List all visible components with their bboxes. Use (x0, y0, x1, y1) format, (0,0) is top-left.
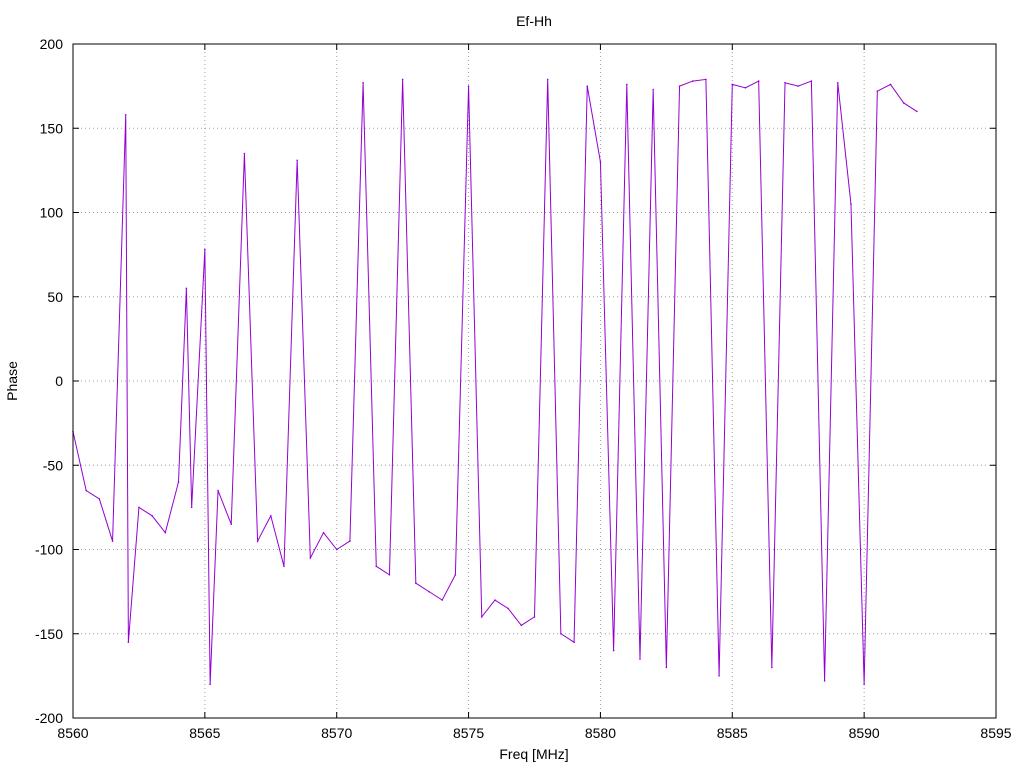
series-line (72, 78, 918, 685)
data-point (507, 607, 509, 610)
data-point (401, 78, 404, 81)
data-point (533, 616, 536, 618)
data-point (744, 87, 747, 89)
x-tick-label: 8570 (321, 725, 352, 741)
data-point (243, 152, 246, 155)
data-point (810, 80, 813, 82)
x-tick-label: 8565 (189, 725, 220, 741)
data-point (335, 548, 338, 551)
y-tick-label: 100 (40, 205, 64, 221)
data-point (599, 161, 602, 163)
x-axis-label: Freq [MHz] (499, 746, 568, 762)
chart-title: Ef-Hh (516, 13, 552, 29)
data-point (269, 515, 272, 517)
data-point (863, 683, 865, 686)
y-tick-label: 0 (55, 373, 63, 389)
data-point (902, 102, 905, 104)
data-point (441, 599, 444, 601)
data-point (111, 540, 114, 542)
y-axis-label: Phase (4, 361, 20, 401)
y-tick-label: -200 (35, 710, 63, 726)
data-point (757, 80, 760, 82)
data-point (718, 675, 720, 677)
x-tick-label: 8595 (980, 725, 1011, 741)
data-point (322, 531, 325, 534)
data-point (217, 489, 219, 492)
data-point (612, 649, 615, 652)
data-point (124, 113, 127, 116)
series-layer (72, 78, 918, 686)
data-point (256, 540, 259, 542)
data-point (454, 573, 457, 576)
data-point (520, 624, 523, 627)
data-point (415, 582, 417, 584)
y-tick-label: -100 (35, 542, 63, 558)
data-point (138, 506, 140, 509)
data-point (177, 481, 180, 483)
data-point (428, 590, 430, 593)
data-point (546, 78, 549, 81)
y-tick-label: 150 (40, 120, 64, 136)
data-point (309, 557, 312, 559)
data-point (705, 78, 707, 81)
grid (73, 44, 996, 718)
data-point (665, 666, 668, 669)
data-point (494, 599, 496, 601)
data-point (164, 531, 167, 534)
data-point (784, 81, 786, 84)
data-point (626, 83, 628, 86)
data-point (467, 85, 470, 87)
y-tick-label: 200 (40, 36, 64, 52)
ticks: 8560 8565 8570 8575 8580 8585 8590 8595 200 150 10… (35, 36, 1012, 741)
data-point (586, 85, 589, 87)
data-point (151, 515, 153, 517)
data-point (230, 523, 233, 526)
data-point (190, 506, 193, 509)
x-tick-label: 8580 (585, 725, 616, 741)
data-point (209, 683, 211, 686)
data-point (889, 83, 892, 86)
x-tick-label: 8590 (849, 725, 880, 741)
data-point (573, 641, 575, 643)
data-point (916, 110, 918, 113)
y-tick-label: 50 (47, 289, 63, 305)
data-point (823, 680, 826, 682)
x-tick-label: 8560 (57, 725, 88, 741)
data-point (678, 85, 681, 87)
y-tick-label: -150 (35, 626, 63, 642)
data-point (836, 81, 839, 84)
data-point (375, 565, 378, 568)
data-point (652, 88, 654, 91)
data-point (296, 159, 298, 162)
data-point (480, 616, 483, 618)
data-point (639, 658, 641, 660)
data-point (771, 666, 773, 669)
data-point (560, 632, 562, 635)
data-point (797, 85, 800, 87)
data-point (850, 203, 852, 205)
x-tick-label: 8575 (453, 725, 484, 741)
data-point (127, 641, 130, 643)
data-point (876, 90, 879, 92)
data-point (731, 83, 734, 86)
data-point (204, 248, 206, 251)
data-point (98, 498, 101, 500)
y-tick-label: -50 (43, 457, 63, 473)
x-tick-label: 8585 (717, 725, 748, 741)
data-point (185, 287, 188, 290)
data-point (85, 489, 87, 492)
data-point (349, 540, 351, 542)
data-point (362, 81, 364, 84)
data-point (283, 565, 285, 568)
data-point (388, 573, 391, 576)
data-point (691, 80, 694, 82)
